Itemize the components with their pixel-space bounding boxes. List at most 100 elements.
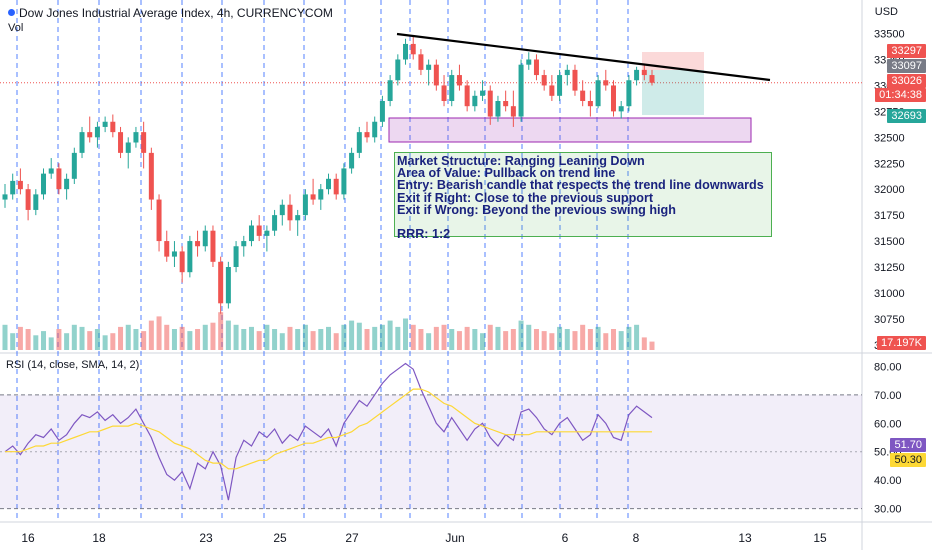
candle-body-55 (426, 64, 432, 70)
candle-body-14 (110, 121, 116, 133)
volume-bar-26 (202, 324, 208, 350)
x-tick-3: 25 (273, 531, 287, 545)
candle-body-58 (449, 75, 455, 101)
candle-body-32 (248, 225, 254, 242)
volume-bar-54 (418, 329, 424, 350)
x-tick-2: 23 (199, 531, 213, 545)
volume-bar-43 (333, 333, 339, 350)
candle-body-47 (364, 132, 370, 138)
volume-bar-23 (179, 326, 185, 350)
price-tick-5: 31750 (874, 210, 905, 222)
volume-bar-42 (326, 326, 331, 350)
x-tick-6: 6 (562, 531, 569, 545)
candle-body-80 (618, 106, 624, 112)
strategy-note[interactable]: Market Structure: Ranging Leaning Down A… (394, 152, 772, 242)
candle-body-20 (156, 199, 162, 242)
price-tag-entry: 33097 (887, 59, 926, 73)
volume-bar-21 (164, 324, 170, 350)
volume-bar-19 (148, 320, 154, 350)
candle-body-38 (295, 215, 301, 221)
candle-body-26 (202, 230, 208, 247)
volume-bar-34 (264, 324, 270, 350)
note-line-7: RRR: 1:2 (397, 227, 451, 242)
volume-bar-52 (403, 318, 409, 350)
volume-bar-20 (156, 316, 162, 350)
note-line-5: Exit if Wrong: Beyond the previous swing… (397, 202, 676, 217)
rsi-tick-1: 40.00 (874, 475, 902, 487)
candle-body-15 (118, 132, 124, 153)
volume-bar-32 (248, 326, 254, 350)
volume-bar-31 (241, 329, 247, 350)
volume-bar-58 (449, 329, 455, 350)
candle-body-6 (48, 168, 54, 174)
candle-body-31 (241, 241, 247, 247)
candle-body-9 (71, 152, 77, 179)
candle-body-11 (87, 132, 93, 138)
volume-bar-66 (510, 329, 516, 350)
volume-bar-50 (387, 320, 393, 350)
volume-bar-75 (580, 324, 586, 350)
symbol-dot-icon (8, 9, 15, 16)
candle-body-82 (634, 69, 640, 81)
volume-bar-5 (41, 331, 47, 350)
volume-bar-14 (110, 333, 116, 350)
price-tick-4: 31500 (874, 236, 905, 248)
candle-body-64 (495, 101, 501, 117)
candle-body-59 (456, 75, 462, 86)
candle-body-35 (272, 215, 278, 231)
volume-bar-64 (495, 326, 501, 350)
volume-bar-10 (79, 326, 85, 350)
volume-bar-18 (141, 331, 147, 350)
candle-body-66 (510, 106, 516, 117)
candle-body-37 (287, 204, 293, 221)
volume-bar-46 (356, 322, 362, 350)
volume-bar-55 (426, 333, 432, 350)
volume-bar-40 (310, 331, 316, 350)
candle-body-83 (641, 69, 647, 76)
candle-body-25 (195, 241, 201, 247)
volume-bar-9 (71, 324, 77, 350)
volume-bar-2 (17, 326, 23, 350)
candle-body-46 (356, 132, 362, 153)
volume-bar-72 (557, 326, 563, 350)
candle-body-4 (33, 194, 39, 210)
price-tick-2: 31000 (874, 288, 905, 300)
volume-bar-67 (518, 320, 524, 350)
rsi-tick-5: 80.00 (874, 361, 902, 373)
price-tick-3: 31250 (874, 262, 905, 274)
candle-body-54 (418, 54, 424, 70)
candle-body-13 (102, 121, 108, 127)
chart-title-text: Dow Jones Industrial Average Index, 4h, … (19, 6, 333, 20)
volume-bar-76 (587, 329, 593, 350)
volume-bar-36 (279, 333, 285, 350)
candle-body-50 (387, 80, 393, 101)
price-tick-1: 30750 (874, 314, 905, 326)
candle-body-84 (649, 75, 655, 83)
volume-bar-24 (187, 331, 193, 350)
volume-bar-83 (641, 337, 647, 350)
trend-line (396, 32, 771, 82)
candle-body-61 (472, 95, 478, 107)
candle-body-17 (133, 132, 139, 143)
price-tick-12: 33500 (874, 29, 905, 41)
candle-body-79 (610, 85, 616, 112)
note-line-2: Area of Value: Pullback on trend line (397, 166, 616, 181)
volume-bar-0 (2, 324, 8, 350)
x-tick-1: 18 (92, 531, 106, 545)
volume-bar-28 (218, 312, 224, 350)
rsi-ma-line (5, 388, 652, 470)
volume-bar-68 (526, 324, 532, 350)
volume-bar-6 (48, 337, 54, 350)
volume-bar-59 (456, 331, 462, 350)
rsi-value-tag: 51.70 (890, 438, 926, 452)
candle-body-71 (549, 85, 555, 96)
candle-body-41 (318, 189, 324, 200)
candle-body-81 (626, 80, 632, 107)
candle-body-60 (464, 85, 470, 107)
candle-body-74 (572, 69, 578, 91)
volume-bar-69 (533, 329, 539, 350)
rsi-ma-tag: 50.30 (890, 453, 926, 467)
volume-bar-61 (472, 329, 478, 350)
volume-bar-12 (94, 329, 100, 350)
